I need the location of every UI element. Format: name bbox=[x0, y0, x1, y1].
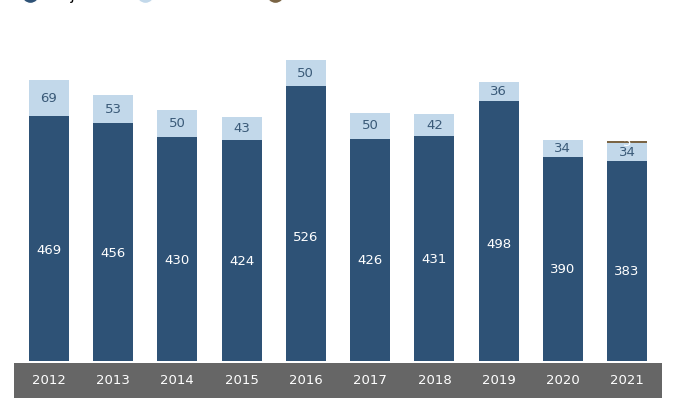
Text: 2017: 2017 bbox=[353, 374, 387, 387]
Bar bbox=[29, 116, 69, 361]
Bar bbox=[414, 114, 454, 136]
Bar bbox=[29, 80, 69, 116]
Text: 36: 36 bbox=[490, 85, 507, 98]
Text: 50: 50 bbox=[169, 117, 186, 130]
Text: 2020: 2020 bbox=[546, 374, 580, 387]
Bar bbox=[543, 140, 583, 157]
Bar bbox=[158, 110, 197, 137]
Bar bbox=[350, 139, 390, 361]
Text: 2021: 2021 bbox=[610, 374, 644, 387]
Text: 2019: 2019 bbox=[482, 374, 516, 387]
Bar bbox=[607, 143, 647, 161]
Bar bbox=[414, 136, 454, 361]
Text: 34: 34 bbox=[619, 146, 635, 159]
Bar bbox=[93, 123, 133, 361]
Text: 69: 69 bbox=[41, 92, 57, 105]
Text: 383: 383 bbox=[614, 265, 639, 278]
Bar bbox=[158, 137, 197, 361]
Text: 50: 50 bbox=[362, 119, 379, 132]
Bar bbox=[543, 157, 583, 361]
Text: 431: 431 bbox=[422, 253, 447, 266]
Text: 2015: 2015 bbox=[224, 374, 258, 387]
Bar bbox=[286, 86, 326, 361]
Bar bbox=[350, 112, 390, 139]
Text: 426: 426 bbox=[358, 254, 383, 267]
Text: 2013: 2013 bbox=[96, 374, 130, 387]
Bar bbox=[479, 101, 518, 361]
Text: 34: 34 bbox=[554, 142, 571, 155]
Text: 2018: 2018 bbox=[418, 374, 452, 387]
Text: 50: 50 bbox=[297, 67, 314, 80]
Text: 5: 5 bbox=[623, 136, 631, 149]
Bar bbox=[607, 161, 647, 361]
Legend: Rejetées, Accueillies, En délibéré: Rejetées, Accueillies, En délibéré bbox=[15, 0, 383, 3]
Text: 469: 469 bbox=[37, 244, 62, 257]
Text: 2014: 2014 bbox=[160, 374, 194, 387]
Bar bbox=[222, 140, 262, 361]
Bar bbox=[222, 117, 262, 140]
Text: 2016: 2016 bbox=[289, 374, 322, 387]
Text: 390: 390 bbox=[550, 263, 575, 276]
Text: 498: 498 bbox=[486, 237, 511, 251]
Bar bbox=[607, 141, 647, 143]
Text: 424: 424 bbox=[229, 255, 254, 268]
Text: 430: 430 bbox=[165, 254, 190, 266]
Text: 526: 526 bbox=[293, 231, 318, 244]
Text: 53: 53 bbox=[105, 103, 122, 116]
Text: 456: 456 bbox=[101, 247, 126, 261]
Text: 43: 43 bbox=[233, 122, 250, 135]
Bar bbox=[479, 82, 518, 101]
Bar bbox=[93, 95, 133, 123]
Text: 42: 42 bbox=[426, 119, 443, 132]
Text: 2012: 2012 bbox=[32, 374, 66, 387]
Bar bbox=[286, 60, 326, 86]
